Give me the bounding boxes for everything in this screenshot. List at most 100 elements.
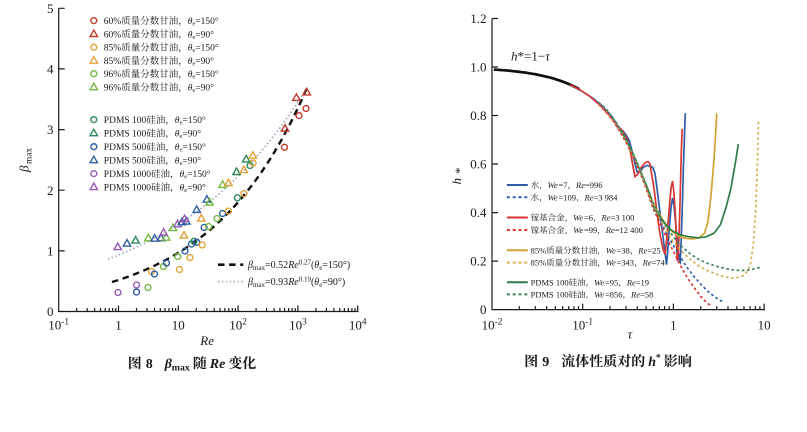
- svg-text:Re: Re: [642, 258, 652, 268]
- svg-text:8: 8: [146, 357, 153, 372]
- svg-text:We: We: [573, 213, 583, 223]
- svg-text:9: 9: [542, 355, 549, 370]
- svg-text:10: 10: [349, 318, 362, 333]
- svg-text:(: (: [311, 260, 315, 271]
- svg-text:1: 1: [115, 318, 122, 333]
- svg-text:96%: 96%: [104, 70, 122, 80]
- svg-text:τ: τ: [545, 48, 551, 63]
- svg-text:e: e: [184, 187, 187, 194]
- svg-text:PDMS 500: PDMS 500: [104, 157, 147, 167]
- svg-text:=0.93: =0.93: [265, 277, 288, 288]
- svg-text:2: 2: [242, 318, 247, 328]
- svg-text:max: max: [253, 281, 266, 289]
- svg-text:PDMS 1000: PDMS 1000: [104, 170, 151, 180]
- svg-text:=90°: =90°: [182, 129, 201, 140]
- svg-text:=109: =109: [559, 192, 577, 202]
- svg-text:We: We: [573, 225, 583, 235]
- svg-text:*: *: [452, 168, 467, 175]
- svg-text:PDMS 100: PDMS 100: [104, 130, 147, 140]
- svg-text:Re: Re: [584, 192, 594, 202]
- svg-text:-1: -1: [61, 318, 69, 328]
- svg-text:=150°: =150°: [187, 169, 211, 180]
- svg-text:θ: θ: [175, 130, 180, 140]
- svg-text:*: *: [656, 353, 661, 364]
- svg-text:=150°: =150°: [182, 115, 206, 126]
- svg-text:=996: =996: [585, 180, 603, 190]
- svg-text:0.6: 0.6: [470, 157, 487, 172]
- svg-text:0.8: 0.8: [470, 108, 486, 123]
- svg-text:=90°: =90°: [187, 182, 206, 193]
- svg-text:3: 3: [47, 122, 54, 137]
- svg-text:Re: Re: [287, 277, 299, 288]
- svg-text:Re: Re: [605, 225, 615, 235]
- svg-text:Re: Re: [575, 180, 585, 190]
- svg-text:=12 400: =12 400: [615, 225, 643, 235]
- svg-text:85%: 85%: [104, 44, 122, 54]
- svg-text:θ: θ: [314, 277, 319, 288]
- svg-text:=95: =95: [605, 277, 618, 287]
- svg-text:PDMS 1000: PDMS 1000: [104, 183, 151, 193]
- svg-text:Re: Re: [637, 245, 647, 255]
- svg-text:=0.52: =0.52: [265, 260, 288, 271]
- svg-text:=150°: =150°: [195, 16, 219, 27]
- svg-text:h: h: [648, 355, 656, 370]
- svg-text:PDMS 100: PDMS 100: [531, 277, 569, 287]
- svg-text:e: e: [319, 264, 322, 272]
- svg-text:θ: θ: [175, 143, 180, 153]
- svg-text:0: 0: [47, 304, 54, 319]
- svg-text:1.2: 1.2: [470, 11, 486, 26]
- svg-text:PDMS 500: PDMS 500: [104, 143, 147, 153]
- svg-text:(: (: [311, 277, 315, 288]
- svg-text:We: We: [606, 258, 616, 268]
- svg-text:e: e: [192, 34, 195, 41]
- svg-text:θ: θ: [188, 44, 193, 54]
- svg-text:We: We: [548, 192, 558, 202]
- svg-text:=38: =38: [617, 245, 630, 255]
- svg-text:5: 5: [47, 1, 54, 16]
- svg-text:max: max: [25, 148, 35, 164]
- svg-text:85%: 85%: [531, 258, 547, 268]
- svg-text:1: 1: [47, 244, 54, 259]
- svg-text:=25: =25: [647, 245, 660, 255]
- svg-text:0.19: 0.19: [299, 275, 312, 283]
- svg-text:θ: θ: [180, 183, 185, 193]
- svg-text:10: 10: [758, 318, 771, 333]
- svg-text:θ: θ: [175, 157, 180, 167]
- svg-text:10: 10: [572, 318, 585, 333]
- svg-text:Re: Re: [601, 213, 611, 223]
- svg-text:e: e: [180, 133, 183, 140]
- svg-text:Re: Re: [199, 333, 214, 348]
- svg-text:1.0: 1.0: [470, 60, 486, 75]
- svg-text:=3 100: =3 100: [611, 213, 635, 223]
- svg-text:=343: =343: [617, 258, 635, 268]
- svg-text:=90°: =90°: [195, 29, 214, 40]
- svg-text:0.2: 0.2: [470, 254, 486, 269]
- svg-text:e: e: [192, 61, 195, 68]
- svg-text:e: e: [192, 47, 195, 54]
- svg-text:max: max: [253, 264, 266, 272]
- svg-text:We: We: [594, 290, 604, 300]
- svg-text:max: max: [172, 362, 190, 373]
- svg-text:-1: -1: [585, 318, 593, 328]
- svg-text:10: 10: [229, 318, 242, 333]
- svg-text:h: h: [449, 178, 464, 185]
- svg-text:We: We: [548, 180, 558, 190]
- svg-text:e: e: [180, 147, 183, 154]
- svg-text:=150°): =150°): [322, 260, 350, 271]
- svg-text:=19: =19: [636, 277, 649, 287]
- svg-text:e: e: [192, 87, 195, 94]
- svg-text:=90°: =90°: [182, 156, 201, 167]
- svg-text:=150°: =150°: [195, 43, 219, 54]
- svg-text:2: 2: [47, 183, 54, 198]
- svg-text:θ: θ: [188, 30, 193, 40]
- svg-text:=3 984: =3 984: [594, 192, 619, 202]
- svg-text:10: 10: [172, 318, 185, 333]
- svg-text:Re: Re: [630, 290, 640, 300]
- svg-text:e: e: [184, 174, 187, 181]
- svg-text:θ: θ: [188, 70, 193, 80]
- svg-text:=90°: =90°: [195, 56, 214, 67]
- svg-text:θ: θ: [180, 170, 185, 180]
- svg-text:e: e: [192, 74, 195, 81]
- svg-text:4: 4: [362, 318, 367, 328]
- svg-text:θ: θ: [188, 17, 193, 27]
